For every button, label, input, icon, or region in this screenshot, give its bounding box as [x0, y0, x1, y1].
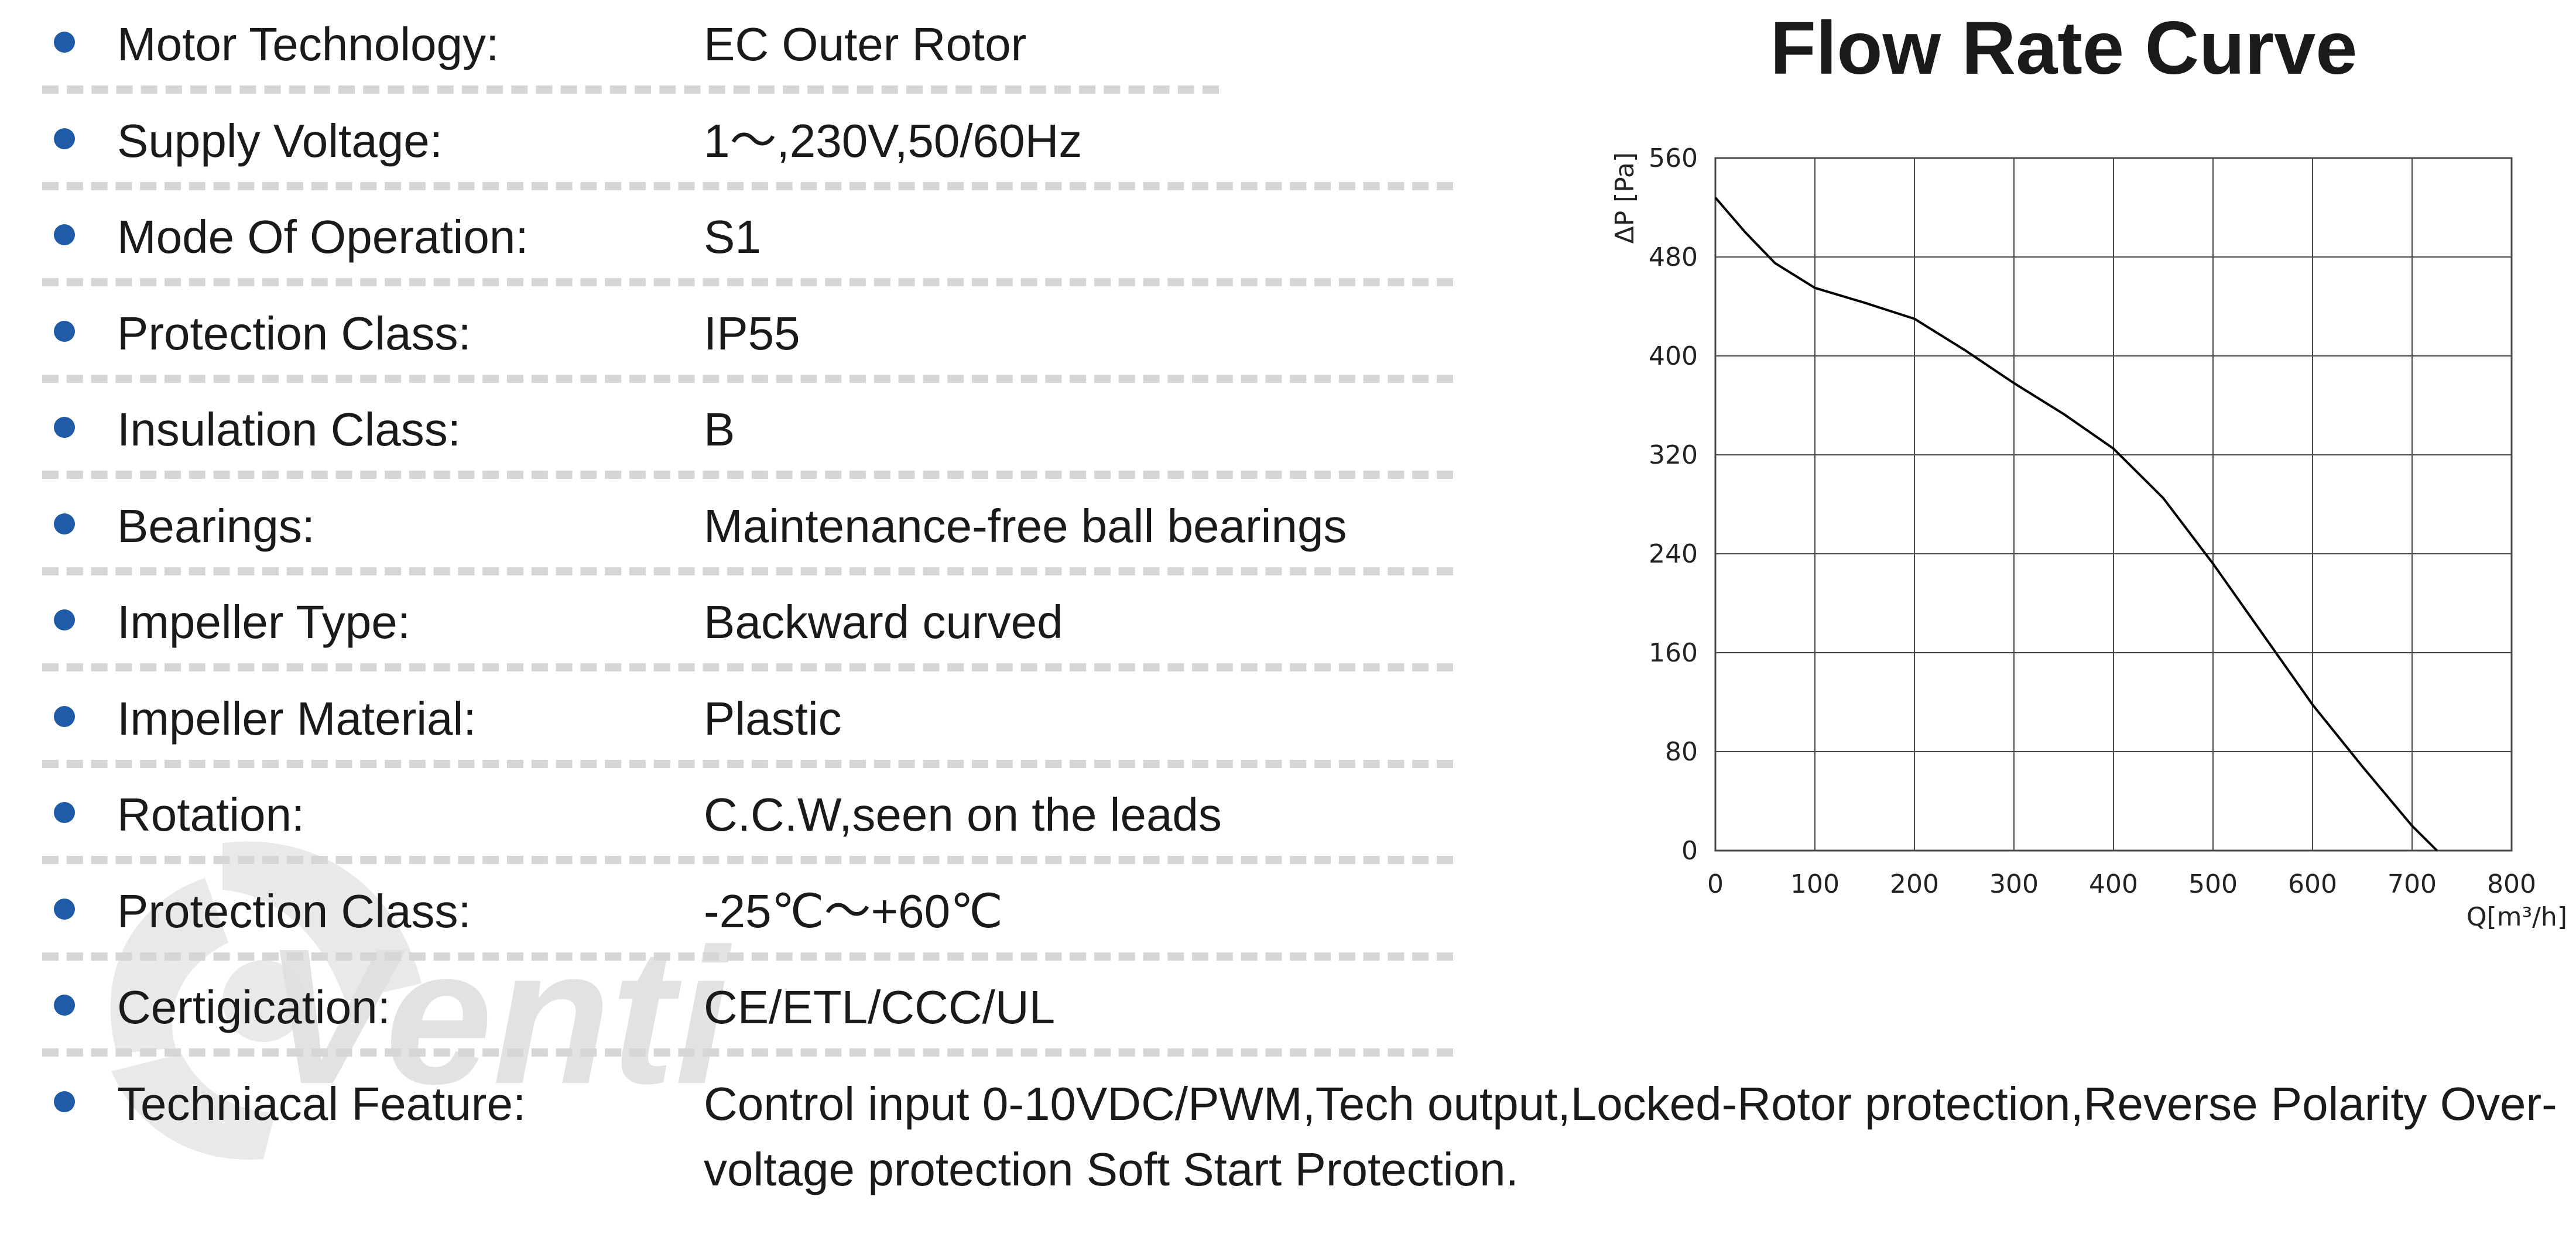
spec-label: Mode Of Operation: [117, 211, 529, 263]
bullet-icon [54, 609, 75, 630]
watermark-logo: Venti [110, 841, 732, 1160]
bullet-icon [54, 995, 75, 1016]
x-tick-label: 0 [1707, 869, 1724, 899]
row-separator [42, 759, 1453, 768]
y-axis-label: ΔP [Pa] [1610, 152, 1640, 244]
x-tick-label: 700 [2387, 869, 2437, 899]
spec-value: 1～,230V,50/60Hz [704, 114, 1083, 167]
spec-row: Certigication: CE/ETL/CCC/UL [0, 958, 1534, 1057]
x-tick-label: 100 [1790, 869, 1839, 899]
watermark-text: Venti [263, 908, 732, 1124]
bullet-icon [54, 898, 75, 920]
bullet-icon [54, 802, 75, 823]
spec-value: CE/ETL/CCC/UL [704, 981, 1056, 1033]
bullet-icon [54, 32, 75, 53]
chart-title: Flow Rate Curve [1770, 6, 2358, 90]
spec-value: B [704, 403, 735, 455]
spec-row: Insulation Class: B [0, 381, 1534, 479]
bullet-icon [54, 417, 75, 438]
row-separator [42, 856, 1453, 864]
y-tick-label: 80 [1665, 737, 1698, 767]
row-separator [42, 278, 1453, 286]
y-tick-label: 560 [1649, 143, 1698, 173]
spec-label: Supply Voltage: [117, 114, 443, 167]
row-separator [42, 374, 1453, 383]
spec-value: -25℃～+60℃ [704, 885, 1003, 937]
spec-value: Backward curved [704, 596, 1063, 648]
spec-label: Bearings: [117, 499, 315, 552]
spec-row: Supply Voltage: 1～,230V,50/60Hz [0, 92, 1534, 190]
x-tick-label: 200 [1890, 869, 1939, 899]
spec-label: Insulation Class: [117, 403, 461, 455]
spec-row: Impeller Type: Backward curved [0, 573, 1534, 671]
x-axis-label: Q[m³/h] [2467, 902, 2567, 932]
spec-row: Protection Class: -25℃～+60℃ [0, 862, 1534, 961]
spec-label: Protection Class: [117, 307, 471, 359]
bullet-icon [54, 320, 75, 342]
x-tick-label: 300 [1989, 869, 2039, 899]
spec-row: Impeller Material: Plastic [0, 670, 1534, 768]
y-tick-label: 240 [1649, 539, 1698, 569]
bullet-icon [54, 128, 75, 149]
row-separator [42, 663, 1453, 671]
x-tick-label: 400 [2089, 869, 2138, 899]
spec-row: Mode Of Operation: S1 [0, 188, 1534, 286]
spec-row: Motor Technology: EC Outer Rotor [0, 0, 1534, 94]
row-separator [42, 567, 1453, 575]
spec-list: Motor Technology: EC Outer Rotor Supply Vo… [0, 0, 2557, 1195]
plot-frame [1714, 157, 2513, 852]
bullet-icon [54, 705, 75, 727]
spec-label: Techniacal Feature: [117, 1077, 526, 1130]
spec-value: C.C.W,seen on the leads [704, 789, 1222, 841]
bullet-icon [54, 224, 75, 245]
spec-value: S1 [704, 211, 761, 263]
spec-row: Protection Class: IP55 [0, 284, 1534, 383]
y-tick-label: 400 [1649, 341, 1698, 371]
bullet-icon [54, 1091, 75, 1112]
spec-value: EC Outer Rotor [704, 18, 1027, 70]
bullet-icon [54, 513, 75, 534]
spec-label: Impeller Material: [117, 692, 477, 745]
spec-row: Rotation: C.C.W,seen on the leads [0, 766, 1534, 864]
spec-label: Certigication: [117, 981, 390, 1033]
spec-row: Techniacal Feature: Control input 0-10VDC… [0, 1055, 2557, 1195]
spec-value: Maintenance-free ball bearings [704, 499, 1347, 552]
row-separator [42, 471, 1453, 479]
row-separator [42, 181, 1453, 190]
spec-label: Motor Technology: [117, 18, 499, 70]
y-tick-label: 480 [1649, 242, 1698, 272]
spec-label: Protection Class: [117, 885, 471, 937]
y-tick-label: 320 [1649, 440, 1698, 470]
row-separator [42, 85, 1219, 94]
flow-rate-chart: 0 100 200 300 400 500 600 700 800 0 80 160 240 320 400… [1610, 143, 2567, 932]
spec-row: Bearings: Maintenance-free ball bearings [0, 477, 1534, 575]
x-tick-label: 800 [2487, 869, 2536, 899]
spec-value: IP55 [704, 307, 800, 359]
flow-curve-line [1714, 197, 2438, 852]
x-tick-label: 500 [2188, 869, 2238, 899]
spec-value: Control input 0-10VDC/PWM,Tech output,Lo… [704, 1077, 2557, 1195]
row-separator [42, 952, 1453, 961]
spec-value: Plastic [704, 692, 842, 745]
y-tick-label: 0 [1681, 836, 1698, 866]
spec-label: Impeller Type: [117, 596, 410, 648]
row-separator [42, 1048, 1453, 1057]
spec-label: Rotation: [117, 789, 305, 841]
y-tick-label: 160 [1649, 638, 1698, 668]
x-tick-label: 600 [2288, 869, 2337, 899]
